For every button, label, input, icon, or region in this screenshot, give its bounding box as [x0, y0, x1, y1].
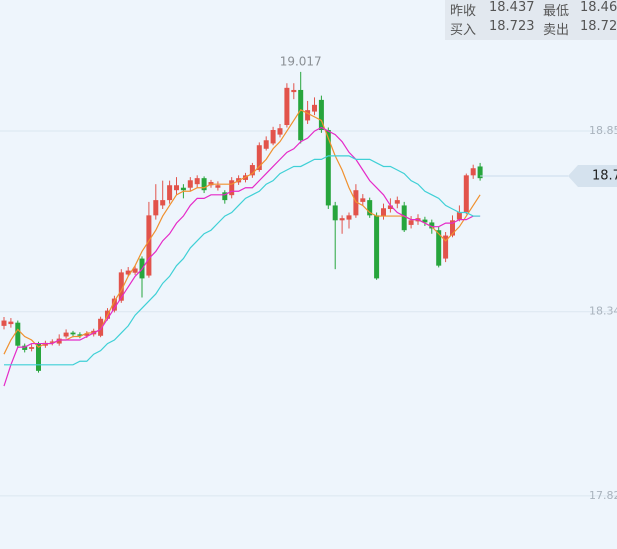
candle-body: [367, 200, 373, 216]
candle-body: [270, 129, 276, 144]
candle-body: [84, 333, 90, 336]
candle-body: [174, 185, 179, 191]
candle-body: [194, 178, 200, 185]
y-tick-label: 17.82: [589, 489, 617, 502]
candle-body: [15, 322, 21, 346]
candle-body: [56, 338, 62, 344]
candle-body: [167, 185, 173, 201]
candle-body: [118, 272, 124, 301]
candle-body: [1, 320, 7, 326]
candle-body: [387, 205, 393, 209]
candle-body: [318, 99, 324, 130]
candle-body: [346, 215, 352, 220]
candle-body: [360, 198, 366, 202]
candle-body: [42, 342, 48, 346]
max-label: 19.017: [280, 54, 322, 68]
candle-body: [277, 128, 283, 135]
candle-body: [146, 215, 152, 276]
quote-label: 买入: [450, 23, 477, 38]
candle-body: [229, 180, 235, 196]
candle-body: [470, 168, 476, 176]
candle-body: [263, 140, 269, 149]
candle-body: [111, 298, 117, 311]
ma-line: [3, 126, 481, 387]
quote-panel: 昨收 18.437 最低 18.468 买入 18.723 卖出 18.723: [445, 0, 617, 40]
candle-body: [332, 205, 338, 221]
candle-body: [29, 347, 35, 349]
candle-body: [408, 220, 414, 225]
candle-body: [49, 341, 55, 343]
candle-body: [187, 180, 193, 188]
candle-body: [401, 205, 407, 231]
candle-body: [22, 345, 28, 350]
last-price-label: 18.723: [592, 169, 617, 184]
candle-body: [132, 268, 138, 273]
quote-label: 最低: [543, 4, 570, 19]
quote-value: 18.468: [580, 0, 617, 15]
candle-body: [443, 235, 449, 259]
candle-body: [422, 219, 428, 223]
candle-body: [36, 343, 41, 371]
quote-value: 18.437: [489, 0, 535, 15]
candle-body: [374, 215, 380, 279]
y-tick-label: 18.34: [589, 305, 617, 318]
candle-body: [215, 185, 221, 188]
candle-body: [353, 190, 359, 216]
candle-body: [70, 332, 76, 335]
candle-body: [325, 129, 331, 206]
quote-value: 18.723: [580, 19, 617, 34]
candle-body: [456, 212, 462, 220]
last-price-tag: [568, 165, 617, 188]
candle-body: [450, 220, 455, 236]
ma-line: [4, 155, 481, 366]
y-tick-label: 18.85: [589, 124, 617, 137]
candle-body: [77, 334, 83, 336]
candle-body: [180, 187, 186, 191]
candle-body: [312, 104, 317, 112]
candle-body: [298, 89, 304, 141]
candle-body: [8, 321, 14, 325]
candle-body: [160, 200, 166, 206]
quote-label: 昨收: [450, 4, 477, 19]
candle-body: [284, 87, 290, 126]
candle-body: [429, 222, 435, 229]
candle-body: [222, 192, 228, 201]
quote-value: 18.723: [489, 19, 535, 34]
candle-body: [249, 165, 255, 176]
ma-line: [3, 109, 481, 355]
candle-body: [291, 89, 297, 93]
candle-body: [477, 166, 483, 179]
candle-body: [153, 200, 159, 216]
candle-body: [98, 318, 104, 336]
candle-body: [436, 230, 442, 266]
candle-body: [381, 208, 386, 217]
candle-body: [256, 145, 262, 171]
candle-body: [63, 332, 69, 337]
candle-body: [305, 110, 311, 121]
candle-body: [463, 175, 469, 213]
candle-body: [125, 270, 131, 275]
candle-body: [394, 200, 400, 204]
candle-body: [339, 218, 345, 221]
candle-body: [201, 178, 207, 191]
quote-label: 卖出: [543, 23, 570, 38]
